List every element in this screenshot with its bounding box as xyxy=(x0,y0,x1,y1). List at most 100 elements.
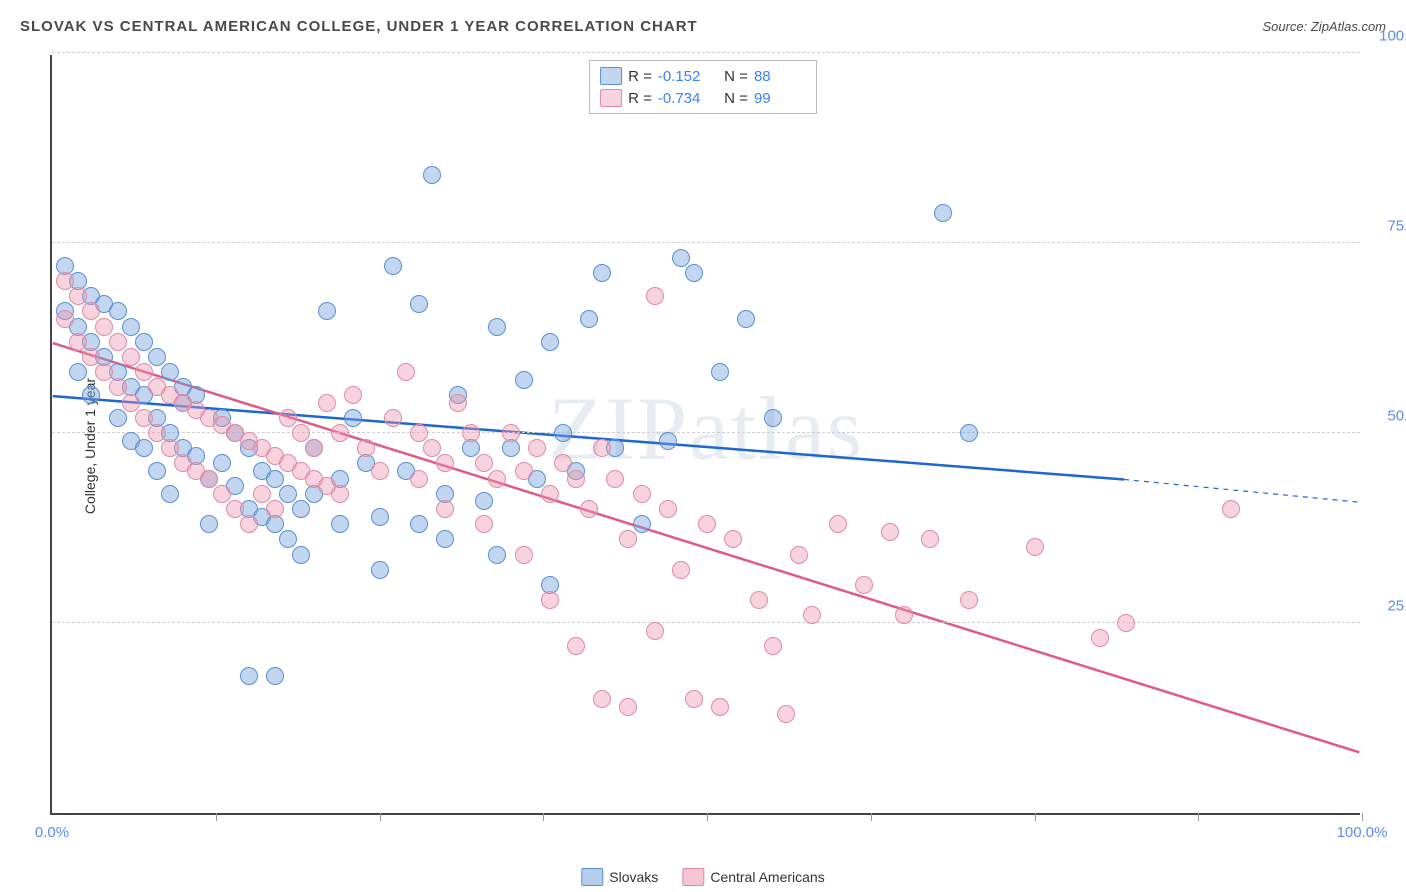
n-value: 88 xyxy=(754,68,806,85)
data-point xyxy=(82,348,100,366)
data-point xyxy=(226,500,244,518)
data-point xyxy=(515,462,533,480)
data-point xyxy=(357,439,375,457)
data-point xyxy=(371,462,389,480)
data-point xyxy=(960,424,978,442)
r-value: -0.734 xyxy=(658,90,710,107)
data-point xyxy=(515,546,533,564)
data-point xyxy=(135,333,153,351)
data-point xyxy=(318,302,336,320)
data-point xyxy=(95,363,113,381)
data-point xyxy=(593,439,611,457)
data-point xyxy=(135,409,153,427)
data-point xyxy=(213,454,231,472)
data-point xyxy=(724,530,742,548)
data-point xyxy=(803,606,821,624)
data-point xyxy=(593,264,611,282)
stats-legend: R = -0.152 N = 88R = -0.734 N = 99 xyxy=(589,60,817,114)
y-tick-label: 50.0% xyxy=(1370,408,1406,425)
x-tick-label: 100.0% xyxy=(1337,824,1388,841)
data-point xyxy=(580,500,598,518)
data-point xyxy=(279,409,297,427)
data-point xyxy=(567,637,585,655)
data-point xyxy=(384,409,402,427)
data-point xyxy=(646,287,664,305)
data-point xyxy=(475,492,493,510)
data-point xyxy=(764,637,782,655)
x-tick xyxy=(543,813,544,821)
data-point xyxy=(764,409,782,427)
data-point xyxy=(410,424,428,442)
data-point xyxy=(95,318,113,336)
data-point xyxy=(462,424,480,442)
data-point xyxy=(1117,614,1135,632)
data-point xyxy=(1222,500,1240,518)
data-point xyxy=(488,318,506,336)
data-point xyxy=(344,409,362,427)
data-point xyxy=(541,591,559,609)
data-point xyxy=(737,310,755,328)
data-point xyxy=(331,485,349,503)
data-point xyxy=(292,500,310,518)
data-point xyxy=(331,515,349,533)
data-point xyxy=(200,470,218,488)
plot-area: ZIPatlas 25.0%50.0%75.0%100.0%0.0%100.0% xyxy=(50,55,1360,815)
data-point xyxy=(135,439,153,457)
data-point xyxy=(122,394,140,412)
data-point xyxy=(790,546,808,564)
data-point xyxy=(881,523,899,541)
data-point xyxy=(266,500,284,518)
chart-title: SLOVAK VS CENTRAL AMERICAN COLLEGE, UNDE… xyxy=(20,18,698,35)
data-point xyxy=(541,333,559,351)
x-tick xyxy=(380,813,381,821)
data-point xyxy=(488,546,506,564)
data-point xyxy=(148,348,166,366)
x-tick xyxy=(871,813,872,821)
data-point xyxy=(82,302,100,320)
x-tick xyxy=(1362,813,1363,821)
data-point xyxy=(122,348,140,366)
data-point xyxy=(82,386,100,404)
x-tick xyxy=(1198,813,1199,821)
data-point xyxy=(292,424,310,442)
data-point xyxy=(266,470,284,488)
data-point xyxy=(148,424,166,442)
data-point xyxy=(921,530,939,548)
r-label: R = xyxy=(628,90,652,107)
data-point xyxy=(148,462,166,480)
x-tick xyxy=(707,813,708,821)
hgrid xyxy=(52,52,1360,53)
watermark-thin: atlas xyxy=(689,379,864,478)
data-point xyxy=(279,485,297,503)
data-point xyxy=(292,546,310,564)
data-point xyxy=(502,424,520,442)
chart-container: SLOVAK VS CENTRAL AMERICAN COLLEGE, UNDE… xyxy=(0,0,1406,892)
n-label: N = xyxy=(716,90,748,107)
data-point xyxy=(266,667,284,685)
stats-legend-row: R = -0.152 N = 88 xyxy=(600,65,806,87)
data-point xyxy=(580,310,598,328)
data-point xyxy=(279,530,297,548)
data-point xyxy=(475,454,493,472)
watermark: ZIPatlas xyxy=(548,377,864,480)
data-point xyxy=(122,318,140,336)
data-point xyxy=(69,333,87,351)
data-point xyxy=(659,432,677,450)
data-point xyxy=(69,287,87,305)
y-tick-label: 100.0% xyxy=(1370,28,1406,45)
x-tick-label: 0.0% xyxy=(35,824,69,841)
data-point xyxy=(554,454,572,472)
data-point xyxy=(423,439,441,457)
legend-swatch xyxy=(581,868,603,886)
n-label: N = xyxy=(716,68,748,85)
data-point xyxy=(397,363,415,381)
legend-swatch xyxy=(600,67,622,85)
data-point xyxy=(109,378,127,396)
data-point xyxy=(528,439,546,457)
bottom-legend-item: Central Americans xyxy=(682,868,824,886)
data-point xyxy=(423,166,441,184)
y-tick-label: 25.0% xyxy=(1370,598,1406,615)
data-point xyxy=(619,530,637,548)
stats-legend-row: R = -0.734 N = 99 xyxy=(600,87,806,109)
data-point xyxy=(567,470,585,488)
